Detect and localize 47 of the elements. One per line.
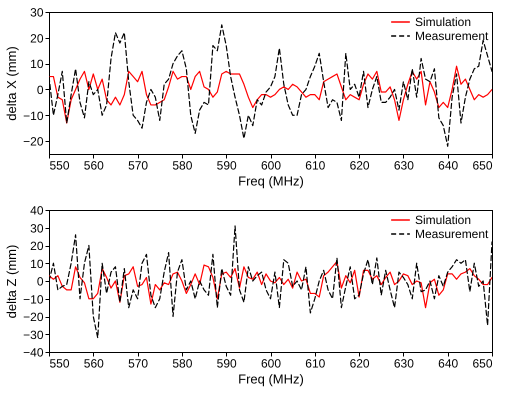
y-axis-title: delta Z (mm) [4,244,20,318]
x-tick-label: 620 [350,356,370,370]
x-tick-label: 590 [216,356,238,370]
x-axis-title: Freq (MHz) [238,372,304,386]
x-tick-label: 650 [472,356,493,370]
x-tick-label: 570 [128,356,148,370]
x-tick-label: 640 [438,356,459,370]
x-tick-label: 620 [350,158,370,172]
y-tick-label: −10 [23,108,44,123]
x-tick-label: 550 [50,356,70,370]
x-tick-label: 590 [216,158,238,172]
y-tick-label: −20 [23,134,44,149]
line-series [49,260,492,308]
legend-label: Measurement [415,29,490,43]
line-series [49,66,492,124]
y-tick-label: −10 [23,292,44,306]
legend-label: Simulation [415,15,472,29]
y-axis-title: delta X (mm) [4,46,20,121]
y-tick-label: 10 [30,256,44,271]
x-tick-label: 560 [84,356,104,370]
legend-label: Simulation [415,213,472,227]
x-tick-label: 600 [260,158,282,172]
y-tick-label: −40 [23,346,44,360]
y-tick-label: 20 [30,239,44,253]
x-tick-label: 600 [260,356,282,370]
y-tick-label: 0 [36,274,44,288]
x-tick-label: 630 [394,356,414,370]
x-tick-label: 610 [305,356,326,370]
y-tick-label: 10 [30,57,44,72]
y-tick-label: 0 [36,82,44,97]
y-tick-label: −30 [23,328,44,342]
y-tick-label: −20 [23,310,44,324]
x-tick-label: 640 [438,158,459,172]
x-tick-label: 580 [172,356,193,370]
y-tick-label: 20 [30,31,44,46]
legend-label: Measurement [415,227,490,241]
x-tick-label: 580 [172,158,193,172]
x-tick-label: 630 [394,158,414,172]
x-tick-label: 650 [472,158,493,172]
y-tick-label: 30 [30,221,44,236]
x-tick-label: 570 [128,158,148,172]
x-tick-label: 560 [84,158,104,172]
x-tick-label: 550 [50,158,70,172]
y-tick-label: 30 [30,6,44,20]
y-tick-label: 40 [30,204,44,218]
x-tick-label: 610 [305,158,326,172]
x-axis-title: Freq (MHz) [238,174,304,188]
